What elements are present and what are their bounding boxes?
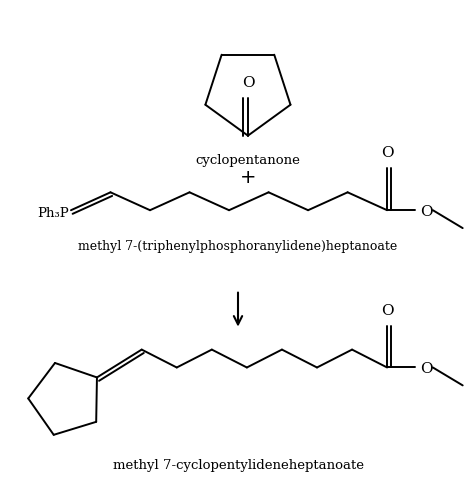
Text: methyl 7-cyclopentylideneheptanoate: methyl 7-cyclopentylideneheptanoate <box>112 459 363 472</box>
Text: O: O <box>380 304 393 318</box>
Text: O: O <box>241 76 254 90</box>
Text: O: O <box>380 147 393 161</box>
Text: cyclopentanone: cyclopentanone <box>195 153 300 167</box>
Text: +: + <box>239 168 256 187</box>
Text: methyl 7-(triphenylphosphoranylidene)heptanoate: methyl 7-(triphenylphosphoranylidene)hep… <box>78 240 397 253</box>
Text: O: O <box>419 363 432 376</box>
Text: Ph₃P: Ph₃P <box>37 207 69 220</box>
Text: O: O <box>419 205 432 219</box>
